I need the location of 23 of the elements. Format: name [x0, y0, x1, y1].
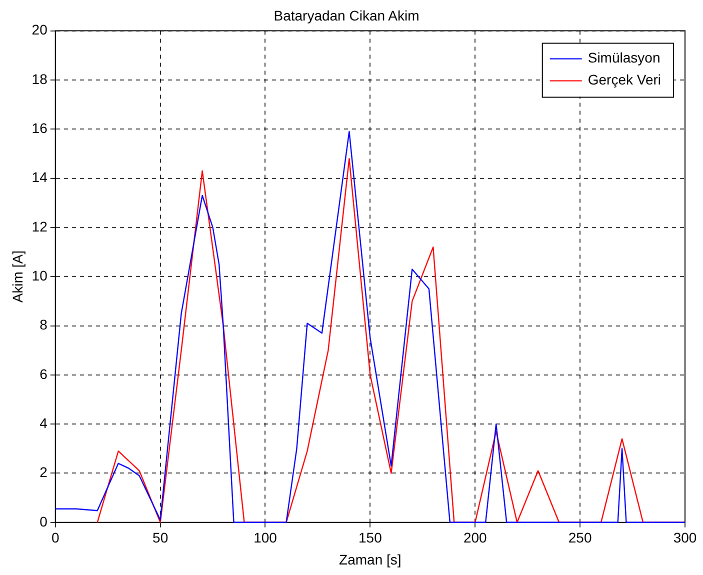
x-tick-label: 100 — [254, 530, 278, 546]
x-tick-label: 50 — [152, 530, 168, 546]
x-tick-label: 250 — [568, 530, 592, 546]
y-tick-label: 16 — [32, 120, 48, 136]
y-tick-label: 10 — [32, 267, 48, 284]
chart-title: Bataryadan Cikan Akim — [274, 7, 420, 24]
y-tick-label: 8 — [40, 316, 48, 333]
x-tick-label: 150 — [358, 530, 382, 546]
y-tick-label: 6 — [40, 366, 48, 382]
y-tick-label: 18 — [32, 70, 48, 87]
y-tick-label: 14 — [32, 169, 48, 186]
y-tick-label: 4 — [40, 414, 48, 431]
y-axis-title: Akim [A] — [9, 250, 26, 303]
y-tick-label: 2 — [40, 464, 48, 480]
x-tick-label: 0 — [51, 530, 60, 546]
legend-label: Gerçek Veri — [588, 72, 662, 88]
x-tick-label: 200 — [463, 530, 488, 546]
y-tick-label: 0 — [40, 513, 48, 530]
y-tick-label: 12 — [32, 218, 48, 234]
legend-label: Simülasyon — [588, 50, 660, 66]
x-axis-title: Zaman [s] — [339, 551, 402, 568]
x-tick-label: 300 — [673, 530, 697, 546]
y-tick-label: 20 — [32, 22, 48, 38]
